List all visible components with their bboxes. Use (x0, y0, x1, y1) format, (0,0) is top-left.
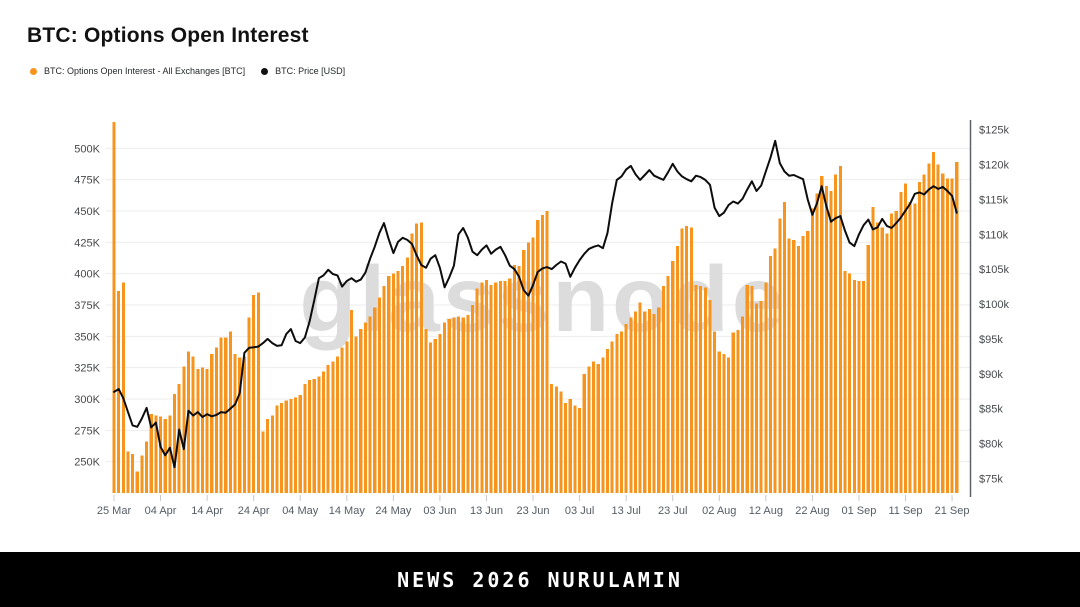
chart-legend: BTC: Options Open Interest - All Exchang… (30, 66, 345, 76)
svg-text:02 Aug: 02 Aug (702, 505, 736, 517)
svg-text:$85k: $85k (979, 404, 1003, 416)
legend-item-open-interest: BTC: Options Open Interest - All Exchang… (30, 66, 245, 76)
svg-text:$120k: $120k (979, 160, 1009, 172)
svg-text:$95k: $95k (979, 334, 1003, 346)
axis-tick-labels: 500K 475K 450K 425K 400K 375K 350K 325K 300K 275K… (74, 125, 1009, 486)
svg-text:04 Apr: 04 Apr (145, 505, 177, 517)
svg-text:275K: 275K (74, 425, 100, 437)
svg-text:$75k: $75k (979, 473, 1003, 485)
svg-text:22 Aug: 22 Aug (795, 505, 829, 517)
svg-text:24 May: 24 May (375, 505, 412, 517)
svg-text:11 Sep: 11 Sep (888, 505, 922, 517)
price-line (113, 139, 958, 469)
svg-text:$100k: $100k (979, 299, 1009, 311)
svg-text:375K: 375K (74, 300, 100, 312)
price-dot-icon (261, 67, 269, 75)
svg-text:14 May: 14 May (329, 505, 366, 517)
svg-text:13 Jul: 13 Jul (611, 505, 640, 517)
svg-text:12 Aug: 12 Aug (749, 505, 783, 517)
svg-text:350K: 350K (74, 331, 100, 343)
svg-text:21 Sep: 21 Sep (935, 505, 970, 517)
svg-text:01 Sep: 01 Sep (842, 505, 877, 517)
svg-text:03 Jun: 03 Jun (423, 505, 456, 517)
svg-text:$90k: $90k (979, 369, 1003, 381)
svg-text:425K: 425K (74, 237, 100, 249)
news-banner-text: NEWS 2026 NURULAMIN (397, 567, 683, 592)
page-title: BTC: Options Open Interest (27, 24, 309, 47)
svg-text:03 Jul: 03 Jul (565, 505, 594, 517)
svg-text:23 Jun: 23 Jun (517, 505, 550, 517)
svg-text:13 Jun: 13 Jun (470, 505, 503, 517)
open-interest-bars (112, 122, 959, 494)
svg-text:400K: 400K (74, 269, 100, 281)
svg-text:04 May: 04 May (282, 505, 319, 517)
svg-text:$110k: $110k (979, 229, 1009, 241)
svg-text:300K: 300K (74, 394, 100, 406)
svg-text:325K: 325K (74, 363, 100, 375)
x-axis-labels: 25 Mar 04 Apr 14 Apr 24 Apr 04 May 14 May 24 M… (97, 495, 970, 517)
svg-text:14 Apr: 14 Apr (191, 505, 223, 517)
svg-text:24 Apr: 24 Apr (238, 505, 270, 517)
svg-text:500K: 500K (74, 143, 100, 155)
svg-text:$125k: $125k (979, 125, 1009, 137)
svg-text:$105k: $105k (979, 264, 1009, 276)
svg-text:450K: 450K (74, 206, 100, 218)
legend-label-open-interest: BTC: Options Open Interest - All Exchang… (44, 66, 246, 76)
svg-text:23 Jul: 23 Jul (658, 505, 687, 517)
svg-text:$80k: $80k (979, 438, 1003, 450)
news-banner: NEWS 2026 NURULAMIN (0, 552, 1080, 607)
svg-text:25 Mar: 25 Mar (97, 505, 132, 517)
svg-text:475K: 475K (74, 175, 100, 187)
svg-text:250K: 250K (74, 457, 100, 469)
legend-item-price: BTC: Price [USD] (261, 66, 345, 76)
legend-label-price: BTC: Price [USD] (275, 66, 346, 76)
svg-text:$115k: $115k (979, 194, 1009, 206)
open-interest-dot-icon (30, 67, 37, 75)
